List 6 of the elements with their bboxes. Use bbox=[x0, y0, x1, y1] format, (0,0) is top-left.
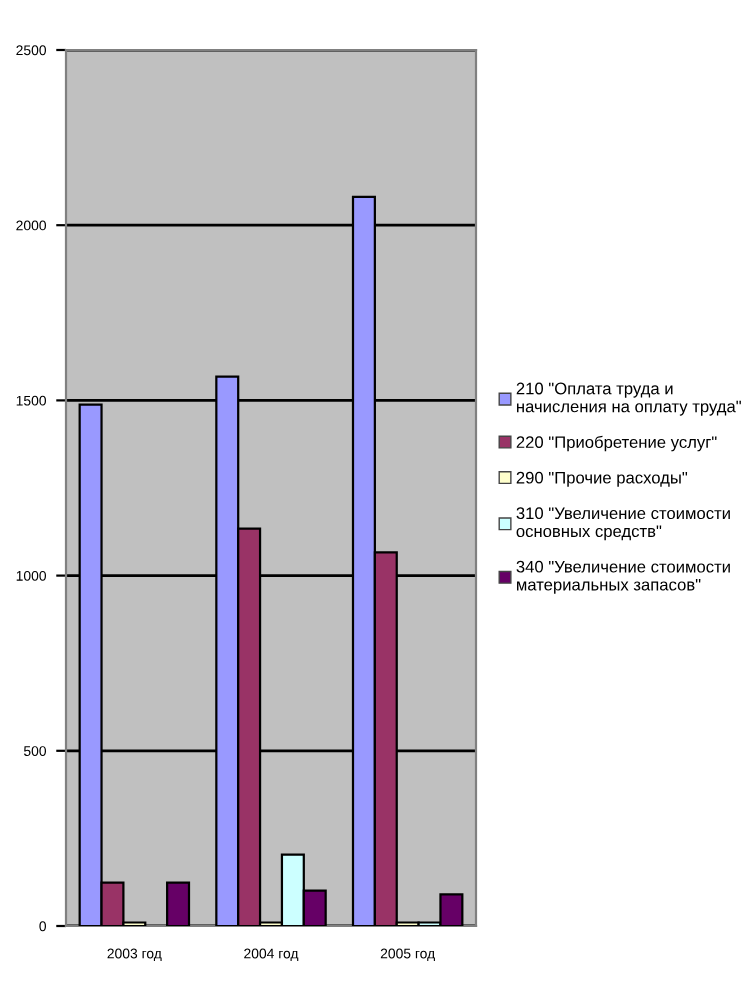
legend-label: 340 "Увеличение стоимости материальных запасов" bbox=[516, 560, 730, 594]
legend-label: 290 "Прочие расходы" bbox=[516, 471, 688, 487]
bar bbox=[166, 881, 191, 926]
legend-label: 310 "Увеличение стоимости основных средств" bbox=[516, 507, 730, 541]
legend-label: 210 "Оплата труда и начисления на оплату труда" bbox=[516, 382, 741, 416]
legend-label: 220 "Приобретение услуг" bbox=[516, 435, 717, 452]
